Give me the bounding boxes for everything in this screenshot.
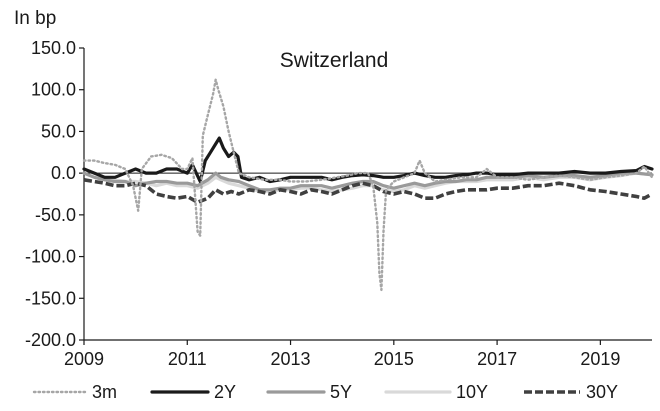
axes: 150.0 100.0 50.0 0.0 -50.0 -100.0 -150.0 -200.0… (25, 38, 652, 369)
x-tick-label: 2009 (64, 349, 104, 369)
y-unit-label: In bp (14, 8, 56, 29)
series-layer (82, 78, 654, 292)
legend-label-30y: 30Y (586, 382, 618, 402)
x-tick-label: 2011 (168, 349, 207, 369)
legend-label-3m: 3m (92, 382, 117, 402)
legend-label-5y: 5Y (330, 382, 352, 402)
x-tick-label: 2013 (271, 349, 311, 369)
y-tick-label: 100.0 (31, 80, 76, 100)
series-line-3m (82, 78, 654, 292)
x-tick-label: 2015 (374, 349, 414, 369)
y-tick-label: -200.0 (25, 330, 76, 350)
series-line-5y (82, 171, 654, 192)
y-tick-label: -100.0 (25, 247, 76, 267)
y-tick-label: -150.0 (25, 288, 76, 308)
y-tick-label: 150.0 (31, 38, 76, 58)
legend-label-2y: 2Y (214, 382, 236, 402)
chart-title: Switzerland (280, 49, 389, 72)
legend-label-10y: 10Y (456, 382, 488, 402)
legend: 3m 2Y 5Y 10Y 30Y (32, 382, 618, 402)
x-tick-label: 2019 (580, 349, 620, 369)
y-tick-label: -50.0 (35, 205, 76, 225)
x-tick-label: 2017 (477, 349, 517, 369)
series-line-30y (83, 178, 653, 205)
series-line-2y (82, 136, 654, 184)
y-tick-label: 50.0 (41, 121, 76, 141)
y-tick-label: 0.0 (51, 163, 76, 183)
